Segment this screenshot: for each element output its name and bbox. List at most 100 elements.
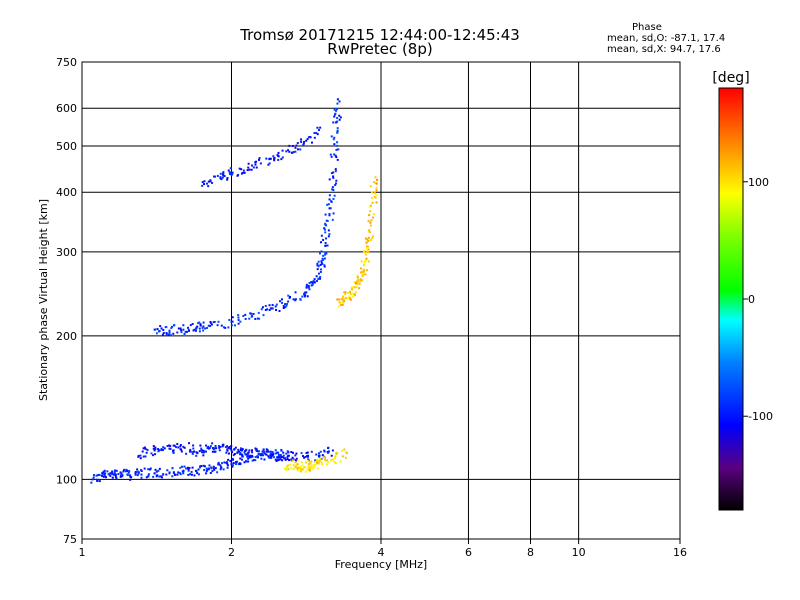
echo-point bbox=[279, 458, 282, 461]
echo-point bbox=[239, 453, 242, 456]
echo-point bbox=[203, 469, 206, 472]
echo-point bbox=[114, 469, 117, 472]
echo-point bbox=[287, 294, 290, 297]
echo-point bbox=[324, 253, 327, 256]
echo-point bbox=[372, 213, 375, 216]
echo-point bbox=[317, 260, 320, 263]
echo-point bbox=[213, 175, 216, 178]
echo-point bbox=[162, 332, 165, 335]
echo-point bbox=[334, 462, 337, 465]
echo-point bbox=[330, 155, 333, 158]
echo-point bbox=[107, 473, 110, 476]
echo-point bbox=[373, 191, 376, 194]
echo-point bbox=[241, 458, 244, 461]
echo-point bbox=[162, 328, 165, 331]
echo-point bbox=[210, 322, 213, 325]
echo-point bbox=[261, 306, 264, 309]
echo-point bbox=[171, 325, 174, 328]
echo-point bbox=[238, 167, 241, 170]
echo-point bbox=[333, 108, 336, 111]
echo-point bbox=[182, 328, 185, 331]
echo-point bbox=[299, 467, 302, 470]
echo-point bbox=[361, 279, 364, 282]
echo-point bbox=[220, 462, 223, 465]
echo-point bbox=[318, 459, 321, 462]
echo-point bbox=[185, 452, 188, 455]
echo-point bbox=[313, 463, 316, 466]
echo-point bbox=[197, 468, 200, 471]
echo-point bbox=[241, 171, 244, 174]
echo-point bbox=[323, 458, 326, 461]
echo-point bbox=[187, 469, 190, 472]
echo-point bbox=[371, 235, 374, 238]
echo-point bbox=[154, 453, 157, 456]
chart-title: Tromsø 20171215 12:44:00-12:45:43 bbox=[240, 26, 520, 44]
echo-point bbox=[220, 466, 223, 469]
echo-point bbox=[360, 260, 363, 263]
echo-point bbox=[209, 471, 212, 474]
echo-point bbox=[156, 328, 159, 331]
echo-point bbox=[277, 151, 280, 154]
echo-point bbox=[231, 458, 234, 461]
echo-point bbox=[219, 468, 222, 471]
echo-point bbox=[285, 452, 288, 455]
echo-point bbox=[268, 162, 271, 165]
echo-point bbox=[325, 459, 328, 462]
echo-point bbox=[165, 326, 168, 329]
echo-point bbox=[310, 466, 313, 469]
echo-point bbox=[96, 474, 99, 477]
echo-point bbox=[260, 453, 263, 456]
echo-point bbox=[195, 470, 198, 473]
echo-point bbox=[290, 451, 293, 454]
echo-point bbox=[182, 324, 185, 327]
echo-point bbox=[284, 458, 287, 461]
echo-point bbox=[134, 471, 137, 474]
echo-point bbox=[204, 327, 207, 330]
y-axis-label: Stationary phase Virtual Height [km] bbox=[37, 199, 50, 401]
echo-point bbox=[143, 446, 146, 449]
echo-point bbox=[179, 327, 182, 330]
echo-point bbox=[161, 333, 164, 336]
echo-point bbox=[336, 158, 339, 161]
echo-point bbox=[332, 121, 335, 124]
echo-point bbox=[330, 172, 333, 175]
echo-point bbox=[217, 461, 220, 464]
echo-point bbox=[242, 169, 245, 172]
echo-point bbox=[317, 129, 320, 132]
echo-point bbox=[202, 321, 205, 324]
echo-point bbox=[234, 446, 237, 449]
echo-point bbox=[240, 168, 243, 171]
echo-point bbox=[207, 180, 210, 183]
echo-point bbox=[273, 157, 276, 160]
echo-point bbox=[187, 468, 190, 471]
echo-point bbox=[177, 446, 180, 449]
echo-point bbox=[268, 304, 271, 307]
echo-point bbox=[285, 150, 288, 153]
echo-point bbox=[267, 163, 270, 166]
echo-point bbox=[368, 228, 371, 231]
echo-point bbox=[162, 446, 165, 449]
echo-point bbox=[222, 174, 225, 177]
echo-point bbox=[324, 213, 327, 216]
echo-point bbox=[284, 467, 287, 470]
echo-point bbox=[315, 453, 318, 456]
echo-point bbox=[236, 460, 239, 463]
echo-point bbox=[286, 457, 289, 460]
echo-point bbox=[334, 184, 337, 187]
x-tick-label: 10 bbox=[572, 546, 586, 559]
echo-point bbox=[326, 203, 329, 206]
echo-point bbox=[146, 448, 149, 451]
echo-point bbox=[285, 468, 288, 471]
echo-point bbox=[171, 467, 174, 470]
echo-point bbox=[331, 449, 334, 452]
echo-point bbox=[139, 454, 142, 457]
echo-point bbox=[182, 472, 185, 475]
echo-point bbox=[218, 449, 221, 452]
echo-point bbox=[101, 474, 104, 477]
echo-point bbox=[243, 461, 246, 464]
echo-point bbox=[212, 467, 215, 470]
echo-point bbox=[213, 468, 216, 471]
echo-point bbox=[277, 458, 280, 461]
echo-point bbox=[152, 445, 155, 448]
echo-point bbox=[296, 467, 299, 470]
